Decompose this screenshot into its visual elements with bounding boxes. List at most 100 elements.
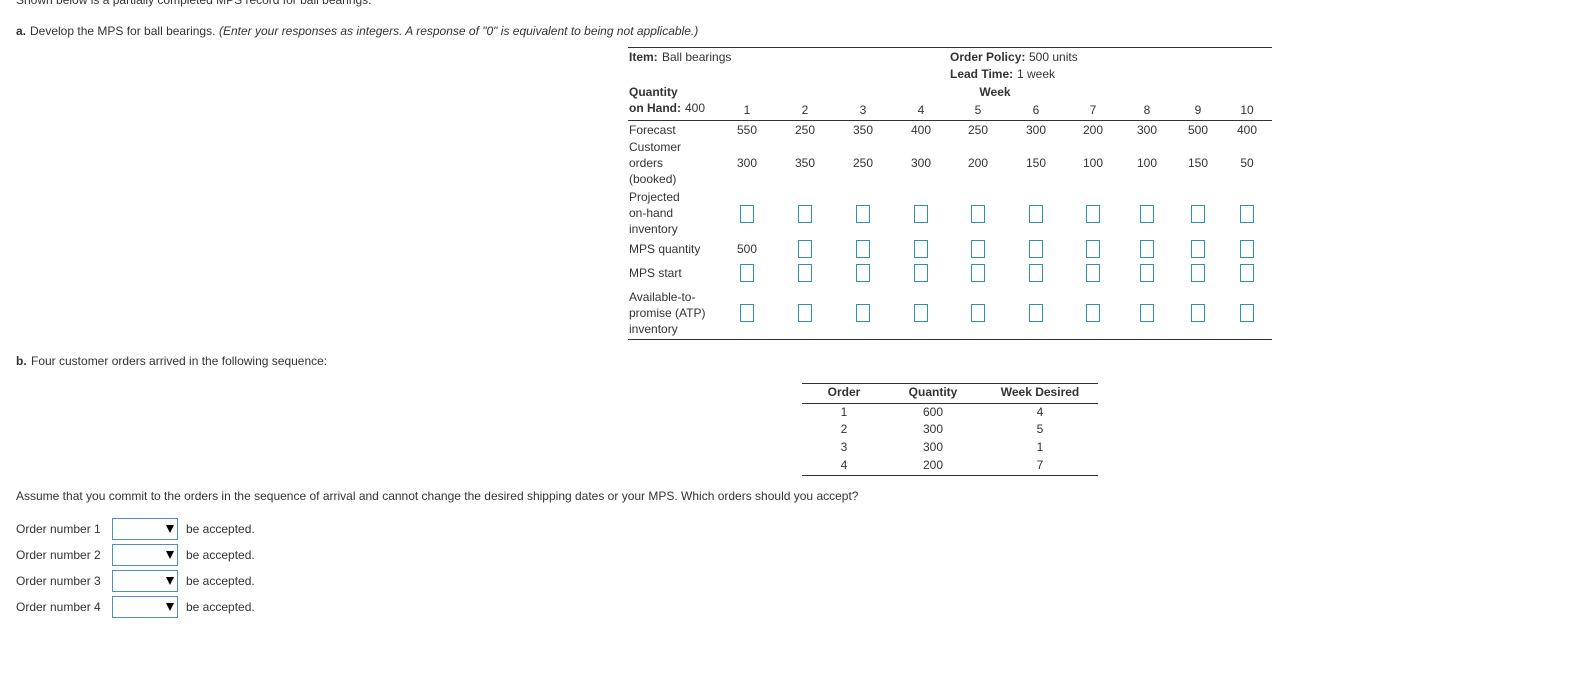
input-box[interactable] <box>1240 304 1254 322</box>
table-cell: 7 <box>1036 458 1044 472</box>
table-cell: 2 <box>840 422 848 436</box>
table-cell: 3 <box>840 440 848 454</box>
qoh-value: 400 <box>685 101 706 115</box>
input-box[interactable] <box>1240 264 1254 282</box>
row-label: MPS quantity <box>629 242 701 256</box>
input-box[interactable] <box>1086 264 1100 282</box>
input-box[interactable] <box>1086 240 1100 258</box>
order-policy-value: 500 units <box>1029 50 1078 64</box>
cell-value: 200 <box>1082 123 1104 137</box>
input-box[interactable] <box>798 205 812 223</box>
lead-time-label: Lead Time: <box>950 67 1014 81</box>
lead-time-value: 1 week <box>1017 67 1056 81</box>
item-value: Ball bearings <box>662 50 732 64</box>
row-label: MPS start <box>629 266 682 280</box>
input-box[interactable] <box>1191 264 1205 282</box>
input-box[interactable] <box>856 264 870 282</box>
week-number: 3 <box>859 103 867 117</box>
cell-value: 400 <box>1236 123 1258 137</box>
week-number: 6 <box>1032 103 1040 117</box>
input-box[interactable] <box>1140 205 1154 223</box>
input-box[interactable] <box>1240 205 1254 223</box>
input-box[interactable] <box>1086 304 1100 322</box>
cell-value: 300 <box>1136 123 1158 137</box>
input-box[interactable] <box>1086 205 1100 223</box>
part-text: Develop the MPS for ball bearings. <box>30 24 216 38</box>
answer-dropdown[interactable] <box>112 570 178 592</box>
table-header: Week Desired <box>1000 385 1080 399</box>
week-header: Week <box>979 85 1011 99</box>
answer-suffix: be accepted. <box>186 574 255 588</box>
input-box[interactable] <box>971 205 985 223</box>
answer-suffix: be accepted. <box>186 600 255 614</box>
input-box[interactable] <box>914 264 928 282</box>
rule <box>802 475 1098 476</box>
input-box[interactable] <box>914 304 928 322</box>
input-box[interactable] <box>1029 240 1043 258</box>
input-box[interactable] <box>740 304 754 322</box>
input-box[interactable] <box>914 240 928 258</box>
input-box[interactable] <box>1191 304 1205 322</box>
input-box[interactable] <box>798 240 812 258</box>
cell-value: 300 <box>1025 123 1047 137</box>
input-box[interactable] <box>1029 205 1043 223</box>
input-box[interactable] <box>740 205 754 223</box>
cell-value: 350 <box>794 156 816 170</box>
input-box[interactable] <box>798 264 812 282</box>
cell-value: 250 <box>852 156 874 170</box>
part-label: b. <box>16 354 27 368</box>
row-label: Available-to- <box>629 290 696 304</box>
cell-value: 100 <box>1136 156 1158 170</box>
row-label: orders <box>629 156 664 170</box>
input-box[interactable] <box>740 264 754 282</box>
cell-value: 150 <box>1187 156 1209 170</box>
table-cell: 200 <box>922 458 944 472</box>
week-number: 8 <box>1143 103 1151 117</box>
input-box[interactable] <box>856 240 870 258</box>
intro-text: Shown below is a partially completed MPS… <box>16 0 372 7</box>
answer-dropdown[interactable] <box>112 518 178 540</box>
input-box[interactable] <box>1029 264 1043 282</box>
cell-value: 150 <box>1025 156 1047 170</box>
table-cell: 1 <box>840 405 848 419</box>
table-header: Quantity <box>908 385 958 399</box>
input-box[interactable] <box>856 304 870 322</box>
row-label: inventory <box>629 222 678 236</box>
input-box[interactable] <box>1140 304 1154 322</box>
input-box[interactable] <box>1140 264 1154 282</box>
answer-dropdown[interactable] <box>112 544 178 566</box>
rule <box>802 403 1098 404</box>
input-box[interactable] <box>856 205 870 223</box>
row-label: on-hand <box>629 206 674 220</box>
qoh-label: Quantity <box>629 85 678 99</box>
input-box[interactable] <box>971 304 985 322</box>
cell-value: 300 <box>910 156 932 170</box>
input-box[interactable] <box>1140 240 1154 258</box>
input-box[interactable] <box>1240 240 1254 258</box>
cell-value: 200 <box>967 156 989 170</box>
table-cell: 600 <box>922 405 944 419</box>
input-box[interactable] <box>914 205 928 223</box>
rule <box>628 339 1272 340</box>
rule <box>628 47 1272 48</box>
question: Assume that you commit to the orders in … <box>16 489 859 503</box>
input-box[interactable] <box>1191 205 1205 223</box>
input-box[interactable] <box>1029 304 1043 322</box>
week-number: 9 <box>1194 103 1202 117</box>
input-box[interactable] <box>971 240 985 258</box>
input-box[interactable] <box>798 304 812 322</box>
week-number: 10 <box>1240 103 1254 117</box>
cell-value: 500 <box>736 242 758 256</box>
answer-dropdown[interactable] <box>112 596 178 618</box>
input-box[interactable] <box>971 264 985 282</box>
row-label: Forecast <box>629 123 676 137</box>
cell-value: 50 <box>1240 156 1254 170</box>
row-label: promise (ATP) <box>629 306 706 320</box>
input-box[interactable] <box>1191 240 1205 258</box>
rule <box>628 120 1272 121</box>
part-note: (Enter your responses as integers. A res… <box>219 24 699 38</box>
week-number: 1 <box>743 103 751 117</box>
table-cell: 4 <box>840 458 848 472</box>
answer-suffix: be accepted. <box>186 548 255 562</box>
